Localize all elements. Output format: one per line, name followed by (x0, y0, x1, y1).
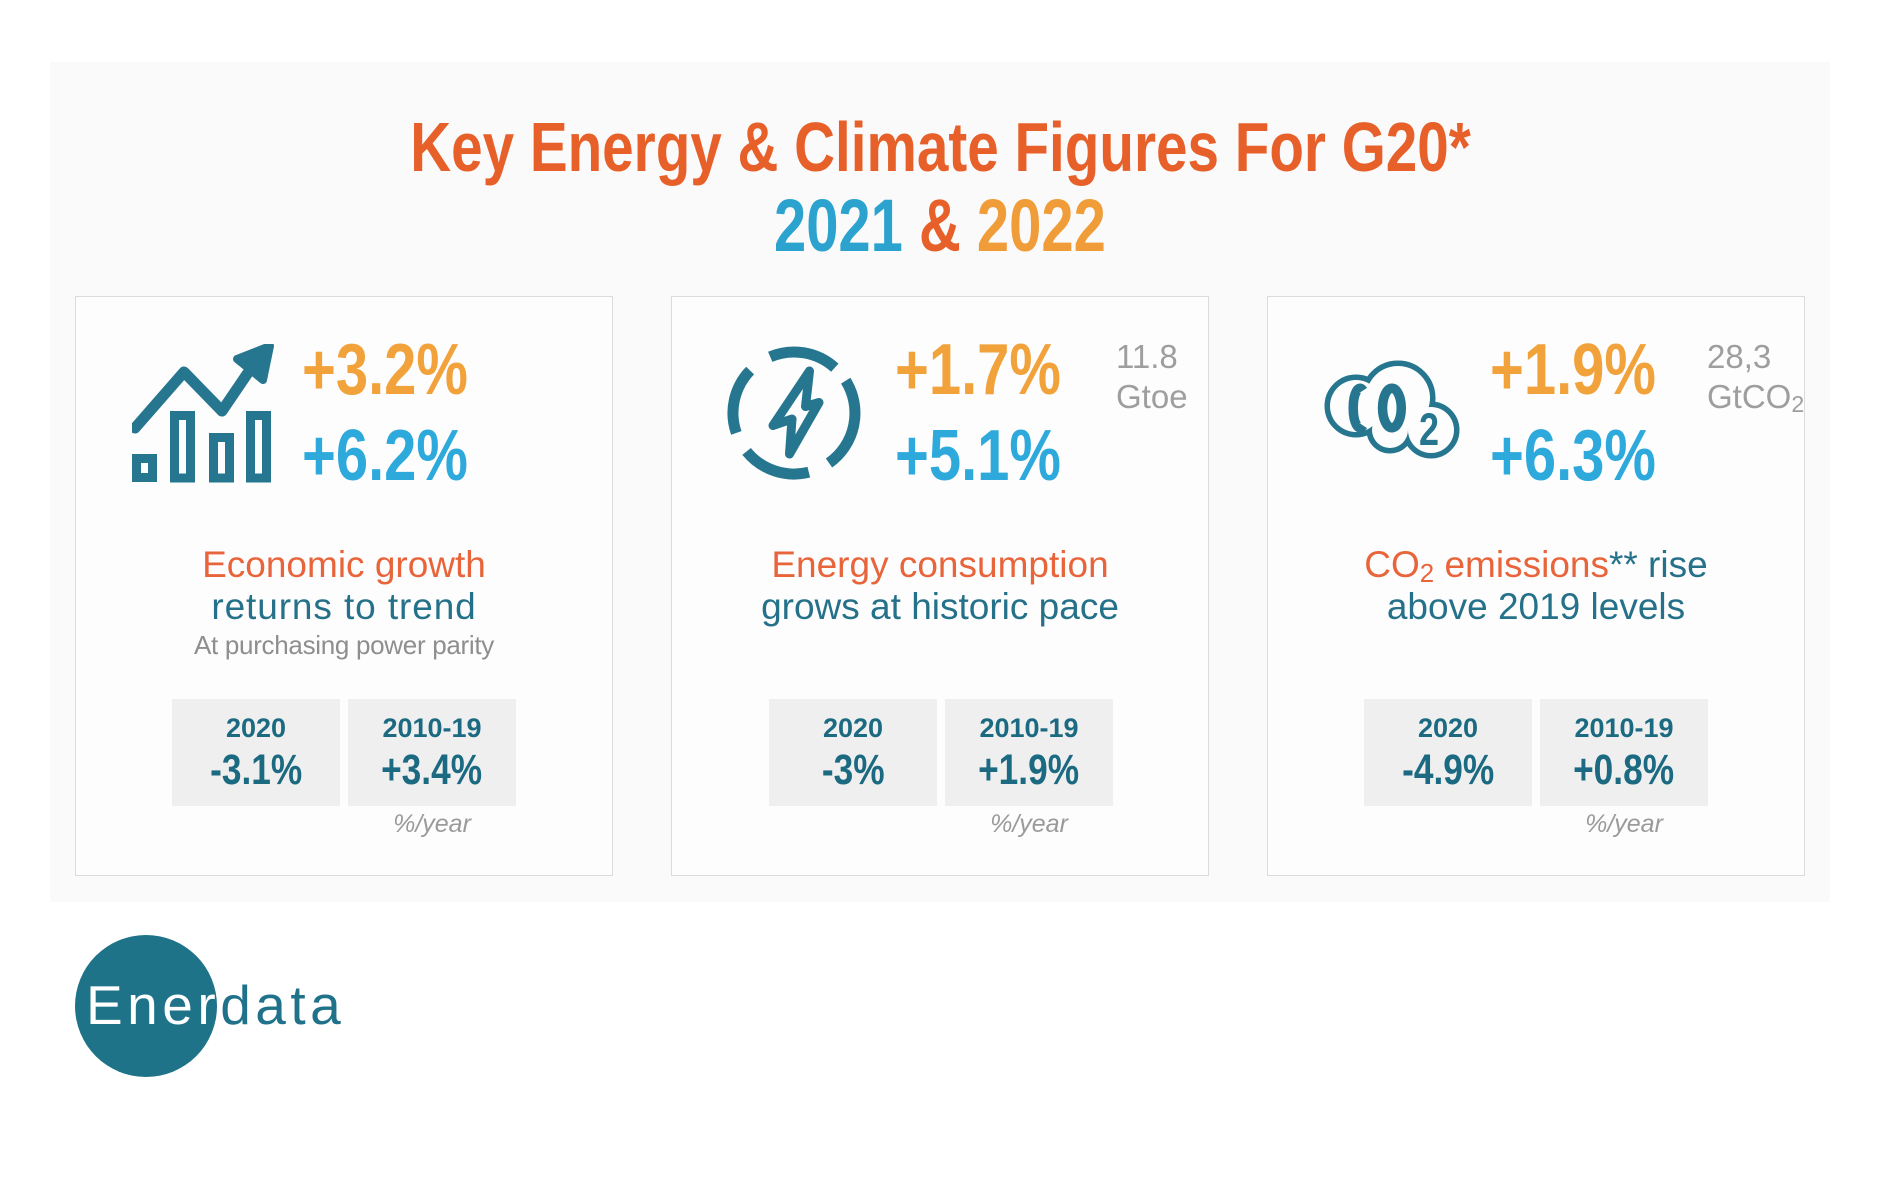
svg-text:Enerdata: Enerdata (86, 974, 345, 1036)
